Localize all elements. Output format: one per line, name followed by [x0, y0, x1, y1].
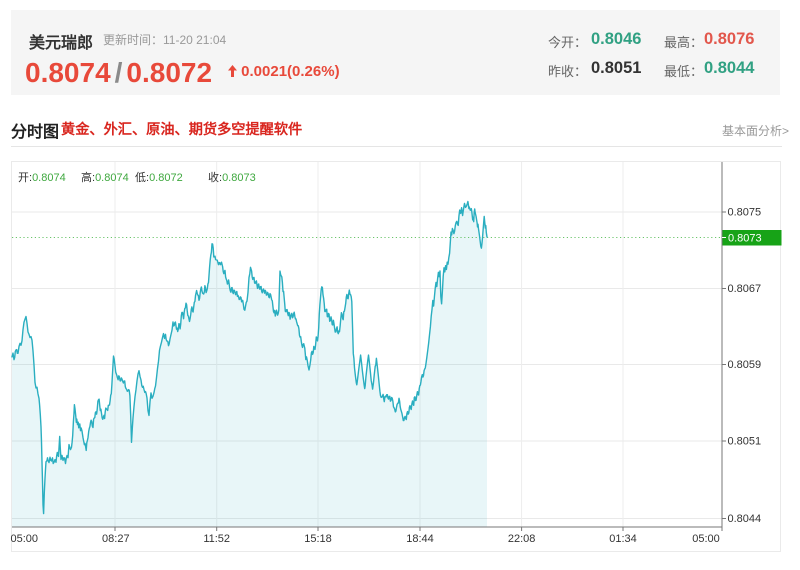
svg-text:0.8075: 0.8075: [728, 207, 762, 219]
svg-text:01:34: 01:34: [609, 533, 637, 545]
svg-text:0.8044: 0.8044: [728, 513, 762, 525]
svg-text:11:52: 11:52: [203, 533, 230, 545]
svg-text:0.8059: 0.8059: [728, 359, 762, 371]
svg-text:15:18: 15:18: [304, 533, 332, 545]
svg-text:05:00: 05:00: [692, 533, 720, 545]
svg-text:05:00: 05:00: [11, 533, 39, 545]
svg-text:0.8051: 0.8051: [728, 436, 762, 448]
svg-text:0.8067: 0.8067: [728, 283, 762, 295]
svg-text:22:08: 22:08: [508, 533, 536, 545]
svg-text:08:27: 08:27: [102, 533, 130, 545]
svg-text:0.8073: 0.8073: [728, 233, 762, 245]
svg-text:18:44: 18:44: [406, 533, 434, 545]
